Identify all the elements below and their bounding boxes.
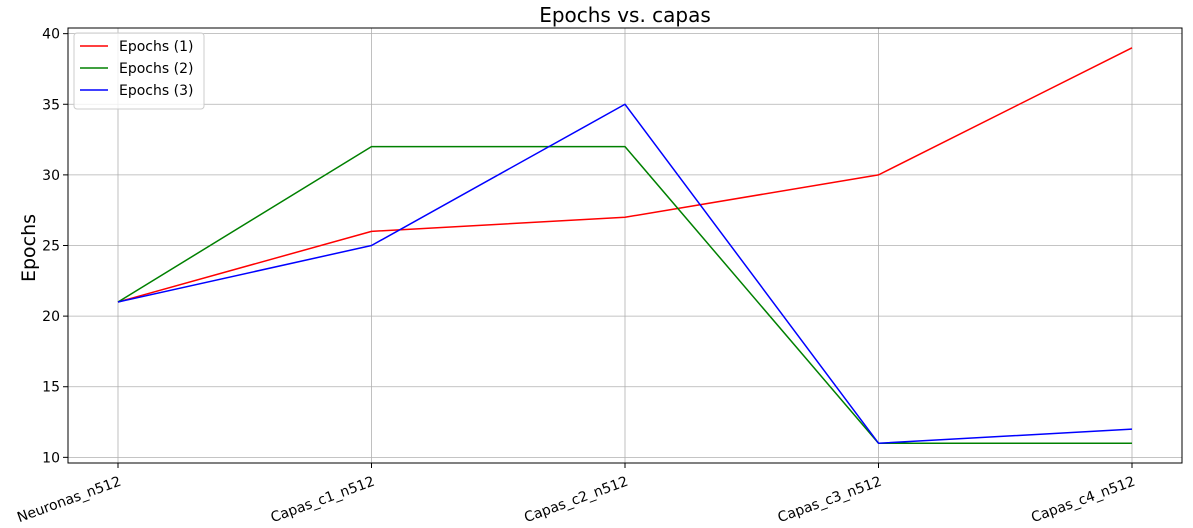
- series-line-2: [117, 145, 1132, 444]
- series-line-3: [117, 103, 1133, 444]
- y-axis-ticks: 10 15 20 25 30 35 40: [42, 27, 68, 466]
- x-tick-label: Capas_c3_n512: [776, 474, 884, 526]
- x-tick-label: Neuronas_n512: [15, 474, 123, 526]
- grid: [68, 28, 1182, 463]
- x-axis-ticks: Neuronas_n512 Capas_c1_n512 Capas_c2_n512 C…: [15, 463, 1137, 526]
- x-tick-label: Capas_c1_n512: [269, 474, 377, 526]
- y-axis-label: Epochs: [18, 214, 40, 282]
- legend-label: Epochs (3): [119, 83, 193, 99]
- legend-label: Epochs (2): [119, 61, 193, 77]
- y-tick-label: 15: [42, 380, 60, 396]
- y-tick-label: 40: [42, 27, 60, 43]
- series-line-1: [117, 47, 1133, 303]
- y-tick-label: 20: [42, 309, 60, 325]
- y-tick-label: 25: [42, 239, 60, 255]
- x-tick-label: Capas_c2_n512: [522, 474, 630, 526]
- y-tick-label: 30: [42, 168, 60, 184]
- series-lines: [117, 47, 1133, 444]
- y-tick-label: 35: [42, 97, 60, 113]
- legend-label: Epochs (1): [119, 39, 193, 55]
- y-tick-label: 10: [42, 450, 60, 466]
- chart-title: Epochs vs. capas: [539, 3, 711, 27]
- x-tick-label: Capas_c4_n512: [1029, 474, 1137, 526]
- legend: Epochs (1) Epochs (2) Epochs (3): [73, 32, 205, 110]
